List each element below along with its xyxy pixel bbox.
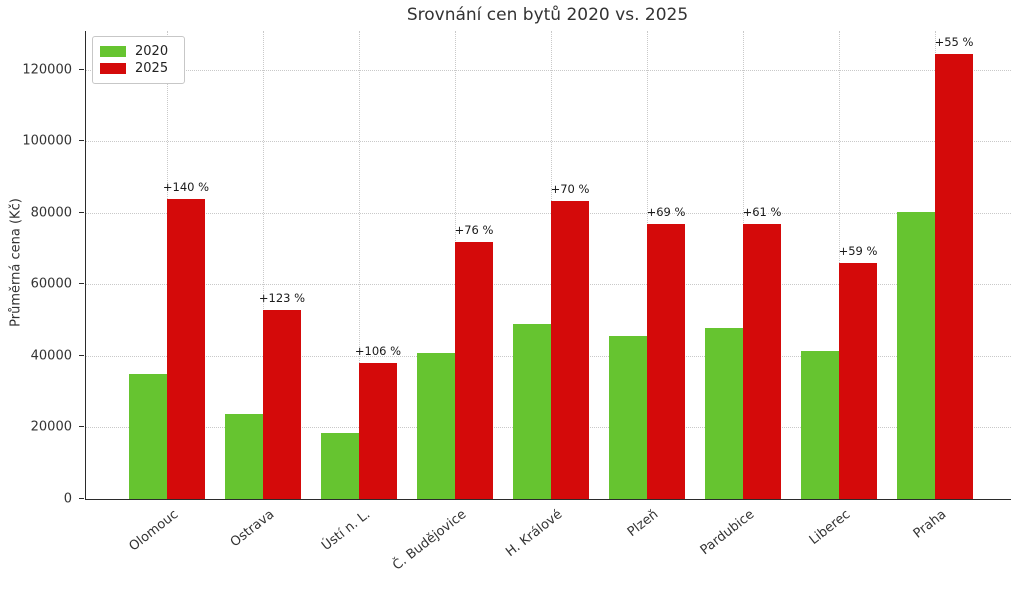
percent-annotation: +70 % (550, 182, 590, 197)
gridline-horizontal (86, 69, 1011, 71)
bar-2025-praha (935, 53, 973, 499)
gridline-horizontal (86, 284, 1011, 286)
percent-annotation: +123 % (258, 290, 306, 305)
x-tick-label: Olomouc (126, 507, 182, 555)
bar-2020--bud-jovice (417, 353, 455, 499)
y-tick-mark (79, 426, 84, 428)
bar-2020--st-n-l- (321, 432, 359, 499)
x-tick-label: Pardubice (697, 507, 758, 559)
y-tick-label: 0 (63, 491, 72, 507)
gridline-vertical (359, 31, 360, 499)
percent-annotation: +61 % (742, 205, 782, 220)
y-tick-label: 100000 (22, 133, 72, 149)
y-tick-mark (79, 68, 84, 70)
legend-entry-2020: 2020 (100, 43, 176, 60)
percent-annotation: +106 % (354, 343, 402, 358)
percent-annotation: +55 % (934, 34, 974, 49)
bar-2025-pardubice (743, 224, 781, 499)
bar-2025--bud-jovice (455, 242, 493, 499)
legend-label-2025: 2025 (135, 61, 169, 76)
plot-area: +140 % +123 % +106 % +76 % +70 % +69 % +61 % +5… (85, 31, 1011, 500)
bar-2025-olomouc (167, 198, 205, 499)
bar-2025-plze- (647, 223, 685, 499)
y-tick-mark (79, 211, 84, 213)
bar-2025-h-kr-lov- (551, 201, 589, 499)
bar-2025--st-n-l- (359, 362, 397, 499)
x-tick-label: Liberec (806, 507, 854, 548)
legend-entry-2025: 2025 (100, 60, 176, 77)
gridline-vertical (263, 31, 264, 499)
percent-annotation: +69 % (646, 204, 686, 219)
bar-2020-pardubice (705, 328, 743, 499)
percent-annotation: +59 % (838, 244, 878, 259)
x-tick-label: Plzeň (624, 507, 662, 541)
legend-swatch-2025 (100, 63, 126, 74)
bar-2020-plze- (609, 335, 647, 499)
y-tick-mark (79, 283, 84, 285)
bar-2025-liberec (839, 263, 877, 499)
x-tick-label: Č. Budějovice (390, 507, 470, 574)
y-tick-label: 80000 (30, 205, 72, 221)
legend-label-2020: 2020 (135, 44, 169, 59)
legend: 2020 2025 (92, 36, 185, 84)
x-tick-label: Ústí n. L. (319, 507, 374, 554)
x-tick-label: Praha (910, 507, 950, 542)
gridline-horizontal (86, 212, 1011, 214)
x-tick-label: Ostrava (227, 507, 278, 551)
percent-annotation: +140 % (162, 179, 210, 194)
y-tick-label: 40000 (30, 348, 72, 364)
y-tick-label: 60000 (30, 276, 72, 292)
bar-2020-ostrava (225, 413, 263, 499)
y-tick-mark (79, 498, 84, 499)
legend-swatch-2020 (100, 46, 126, 57)
bar-2020-h-kr-lov- (513, 323, 551, 499)
x-tick-label: H. Králové (503, 507, 566, 561)
percent-annotation: +76 % (454, 223, 494, 238)
bar-2020-liberec (801, 350, 839, 499)
chart-title: Srovnání cen bytů 2020 vs. 2025 (406, 5, 689, 25)
y-tick-mark (79, 354, 84, 356)
y-tick-label: 20000 (30, 419, 72, 435)
y-tick-mark (79, 140, 84, 142)
bar-2025-ostrava (263, 309, 301, 499)
gridline-horizontal (86, 141, 1011, 143)
bar-2020-praha (897, 211, 935, 499)
y-tick-label: 120000 (22, 62, 72, 78)
bar-2020-olomouc (129, 373, 167, 499)
